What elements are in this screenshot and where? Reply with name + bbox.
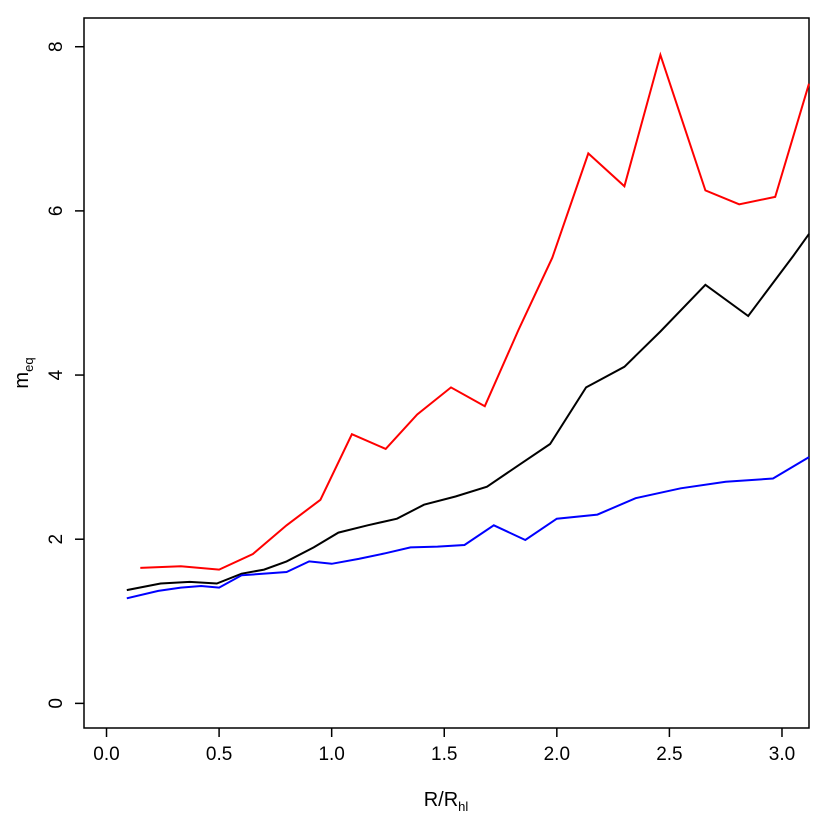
y-tick-label: 2	[46, 534, 67, 545]
y-tick-label: 8	[46, 41, 67, 52]
x-tick-label: 0.5	[206, 744, 232, 765]
x-tick-label: 2.0	[544, 744, 570, 765]
x-tick-label: 3.0	[769, 744, 795, 765]
y-axis-label-subscript: eq	[21, 357, 36, 371]
x-tick-label: 2.5	[656, 744, 682, 765]
series-layer	[126, 51, 810, 600]
x-axis-label: R/Rhl	[424, 789, 469, 814]
y-axis-label-main: m	[11, 372, 33, 389]
y-tick-label: 0	[46, 698, 67, 709]
black-series-line	[126, 233, 810, 592]
x-tick-label: 1.5	[431, 744, 457, 765]
x-axis-label-subscript: hl	[458, 799, 468, 814]
x-axis-label-main: R/R	[424, 789, 458, 811]
x-tick-label: 1.0	[318, 744, 344, 765]
x-tick-label: 0.0	[93, 744, 119, 765]
x-axis: 0.0 0.5 1.0 1.5 2.0 2.5 3.0	[93, 728, 795, 765]
blue-series-line	[126, 456, 810, 600]
plot-frame	[83, 17, 810, 729]
red-series-line	[140, 51, 810, 571]
y-axis: 0 2 4 6 8	[46, 41, 84, 709]
y-axis-label: meq	[11, 357, 36, 388]
y-tick-label: 4	[46, 369, 67, 380]
y-tick-label: 6	[46, 206, 67, 217]
